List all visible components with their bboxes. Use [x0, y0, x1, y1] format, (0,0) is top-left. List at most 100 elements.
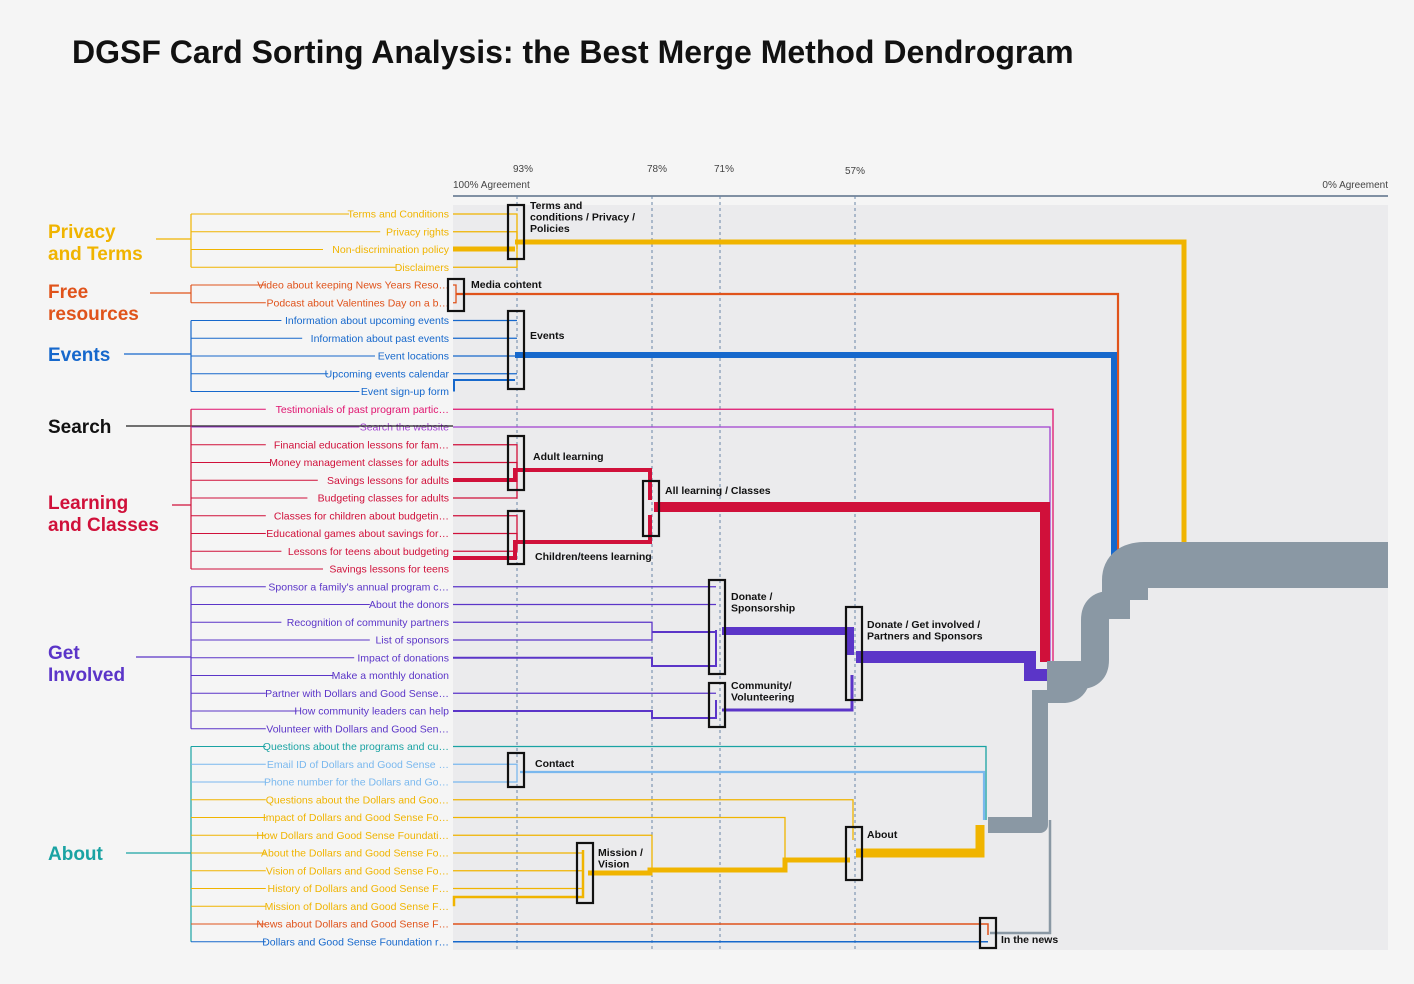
card-label: Terms and Conditions [347, 209, 449, 221]
axis-right-label: 0% Agreement [1322, 180, 1388, 191]
branch-line [588, 857, 850, 876]
card-label: Savings lessons for adults [327, 475, 449, 487]
category-label: Involved [48, 665, 125, 686]
card-label: Financial education lessons for fam… [274, 439, 449, 451]
branch-line [453, 515, 652, 560]
cluster-label: In the news [1001, 934, 1058, 946]
card-label: Information about upcoming events [285, 315, 449, 327]
cluster-label: Policies [530, 223, 570, 235]
category-label: Free [48, 282, 88, 303]
branch-line [722, 675, 854, 712]
branch-line [515, 352, 1117, 590]
category-label: resources [48, 304, 139, 325]
cluster-box [506, 751, 526, 789]
cluster-label: Sponsorship [731, 603, 795, 615]
card-label: Sponsor a family's annual program c… [268, 581, 449, 593]
card-label: Upcoming events calendar [325, 368, 450, 380]
card-label: Lessons for teens about budgeting [288, 546, 449, 558]
cluster-label: Mission / [598, 847, 643, 859]
cluster-box [844, 825, 864, 882]
card-label: Impact of Dollars and Good Sense Fo… [263, 812, 449, 824]
category-label: Get [48, 643, 80, 664]
page-title: DGSF Card Sorting Analysis: the Best Mer… [72, 34, 1074, 70]
card-label: Phone number for the Dollars and Go… [264, 777, 449, 789]
category-label: Learning [48, 493, 128, 514]
card-label: How community leaders can help [294, 706, 449, 718]
card-label: Event sign-up form [361, 386, 449, 398]
branch-line [856, 651, 1050, 681]
cluster-box [506, 509, 526, 566]
axis-tick-label: 78% [647, 164, 667, 175]
card-label: Email ID of Dollars and Good Sense … [267, 759, 449, 771]
axis-tick-label: 93% [513, 164, 533, 175]
card-label: Search the website [360, 422, 449, 434]
branch-line [453, 482, 518, 499]
category-label: Privacy [48, 222, 116, 243]
trunk-branch [988, 690, 1048, 833]
cluster-label: Events [530, 330, 565, 342]
branch-line [453, 745, 987, 820]
cluster-label: conditions / Privacy / [530, 212, 635, 224]
axis-left-label: 100% Agreement [453, 180, 530, 191]
cluster-box [446, 277, 466, 313]
branch-line [520, 770, 986, 820]
branch-line [453, 816, 786, 862]
cluster-label: Volunteering [731, 692, 794, 704]
card-label: News about Dollars and Good Sense F… [256, 919, 449, 931]
card-label: Volunteer with Dollars and Good Sen… [266, 723, 449, 735]
card-label: Event locations [378, 351, 449, 363]
cluster-box [641, 479, 661, 538]
branch-line [515, 239, 1187, 545]
card-label: How Dollars and Good Sense Foundati… [256, 830, 449, 842]
trunk-branch [1102, 542, 1388, 600]
category-label: Search [48, 417, 111, 438]
branch-line [453, 630, 717, 667]
cluster-label: Adult learning [533, 451, 604, 463]
card-label: Video about keeping News Years Reso… [257, 280, 449, 292]
branch-line [654, 502, 1050, 662]
cluster-label: Donate / Get involved / [867, 619, 980, 631]
cluster-box [575, 841, 595, 905]
cluster-box [707, 578, 727, 676]
card-label: Budgeting classes for adults [318, 493, 449, 505]
axis-tick-label: 71% [714, 164, 734, 175]
card-label: Vision of Dollars and Good Sense Fo… [266, 865, 449, 877]
trunk-branch [1047, 591, 1130, 689]
card-label: Podcast about Valentines Day on a b… [266, 297, 449, 309]
card-label: Educational games about savings for… [266, 528, 449, 540]
cluster-label: Media content [471, 279, 542, 291]
branch-line [453, 834, 653, 870]
card-label: Mission of Dollars and Good Sense F… [265, 901, 449, 913]
axis-tick-label: 57% [845, 166, 865, 177]
branch-line [453, 763, 518, 783]
branch-line [453, 249, 518, 268]
cluster-label: Terms and [530, 200, 582, 212]
cluster-label: About [867, 829, 898, 841]
branch-line [453, 923, 989, 935]
branch-line [856, 825, 985, 858]
card-label: Money management classes for adults [269, 457, 449, 469]
branch-line [453, 408, 1054, 662]
card-label: Make a monthly donation [332, 670, 449, 682]
cluster-box [506, 203, 526, 261]
card-label: History of Dollars and Good Sense F… [268, 883, 450, 895]
cluster-label: Community/ [731, 680, 792, 692]
branch-line [452, 850, 585, 907]
card-label: Classes for children about budgetin… [274, 510, 449, 522]
cluster-label: Contact [535, 758, 575, 770]
branch-line [456, 292, 1120, 590]
card-label: List of sponsors [375, 635, 449, 647]
card-label: About the donors [369, 599, 449, 611]
cluster-box [506, 434, 526, 492]
card-label: Partner with Dollars and Good Sense… [265, 688, 449, 700]
cluster-box [506, 309, 526, 391]
card-label: Testimonials of past program partic… [276, 404, 449, 416]
cluster-label: All learning / Classes [665, 485, 771, 497]
branch-line [722, 627, 854, 655]
card-label: Questions about the Dollars and Goo… [266, 794, 449, 806]
cluster-box [978, 916, 998, 950]
card-label: Disclaimers [395, 262, 449, 274]
card-label: Questions about the programs and cu… [263, 741, 449, 753]
cluster-label: Children/teens learning [535, 551, 652, 563]
